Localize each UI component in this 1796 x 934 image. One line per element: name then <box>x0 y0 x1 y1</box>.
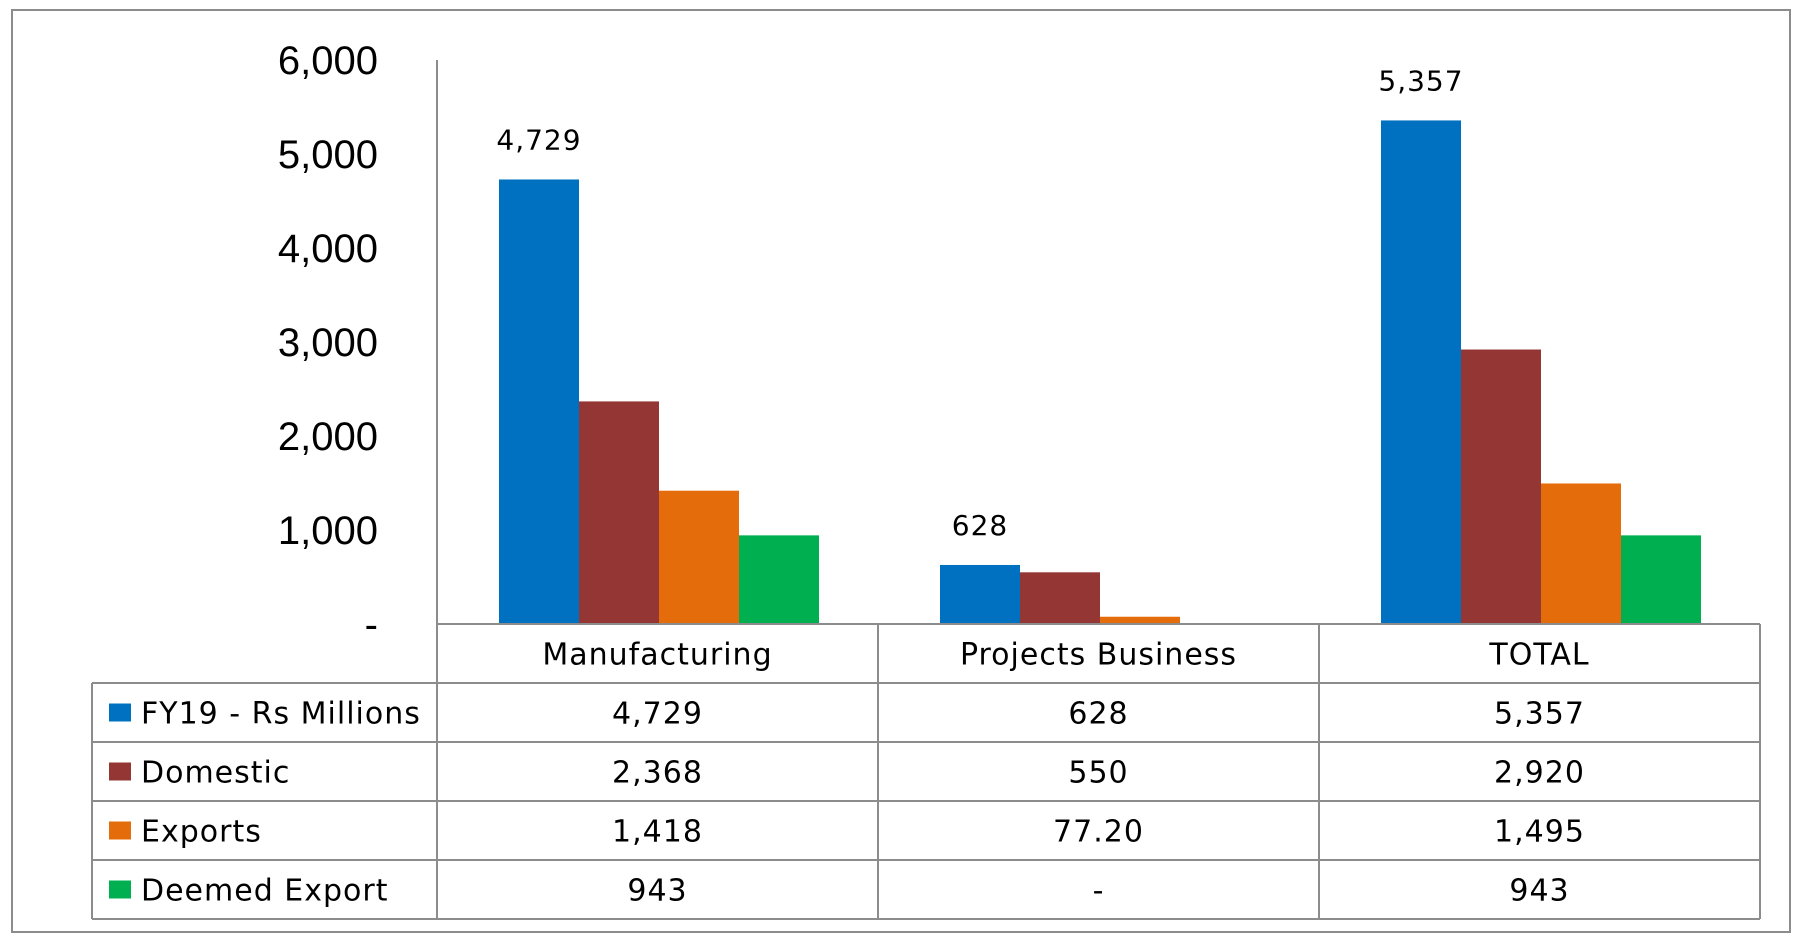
table-cell: 943 <box>1509 874 1569 909</box>
bar-group <box>499 120 1701 624</box>
category-label: Projects Business <box>960 638 1237 673</box>
table-cell: 943 <box>627 874 687 909</box>
bar <box>1541 483 1621 624</box>
y-axis: - 1,000 2,000 3,000 4,000 5,000 6,000 <box>278 39 438 647</box>
bar <box>1100 616 1180 624</box>
table-cell: 1,495 <box>1494 815 1585 850</box>
y-tick-label: 2,000 <box>278 415 378 459</box>
y-tick-label: 4,000 <box>278 227 378 271</box>
table-cell: 1,418 <box>612 815 703 850</box>
table-cell: 5,357 <box>1494 697 1585 732</box>
table-cell: 2,920 <box>1494 756 1585 791</box>
data-table: Manufacturing Projects Business TOTAL FY19 … <box>91 623 1761 920</box>
table-cell: 2,368 <box>612 756 703 791</box>
y-tick-label: 3,000 <box>278 321 378 365</box>
legend-label: Exports <box>141 815 262 850</box>
bar <box>1020 572 1100 624</box>
table-cell: 550 <box>1068 756 1128 791</box>
y-tick-label: 6,000 <box>278 39 378 83</box>
table-cell: 4,729 <box>612 697 703 732</box>
bar <box>659 490 739 624</box>
y-tick-label: - <box>365 603 378 647</box>
legend-swatch <box>109 821 131 840</box>
table-cell: 77.20 <box>1053 815 1144 850</box>
data-label-group: 4,729 628 5,357 <box>496 64 1463 542</box>
bar <box>1621 535 1701 624</box>
legend-label: Deemed Export <box>141 874 388 909</box>
data-label: 5,357 <box>1378 64 1463 97</box>
y-tick-label: 5,000 <box>278 133 378 177</box>
bar <box>579 401 659 624</box>
bar <box>499 179 579 624</box>
legend-swatch <box>109 880 131 899</box>
legend-label: Domestic <box>141 756 290 791</box>
bar <box>739 535 819 624</box>
table-cell: - <box>1093 874 1105 909</box>
data-label: 628 <box>952 509 1008 542</box>
bar <box>1381 120 1461 624</box>
legend-swatch <box>109 762 131 781</box>
y-tick-label: 1,000 <box>278 509 378 553</box>
bar <box>1461 349 1541 624</box>
category-label: Manufacturing <box>542 638 772 673</box>
legend-label: FY19 - Rs Millions <box>141 697 421 732</box>
legend-swatch <box>109 703 131 722</box>
table-cell: 628 <box>1068 697 1128 732</box>
data-label: 4,729 <box>496 123 581 156</box>
bar <box>940 564 1020 624</box>
category-label: TOTAL <box>1488 638 1589 673</box>
